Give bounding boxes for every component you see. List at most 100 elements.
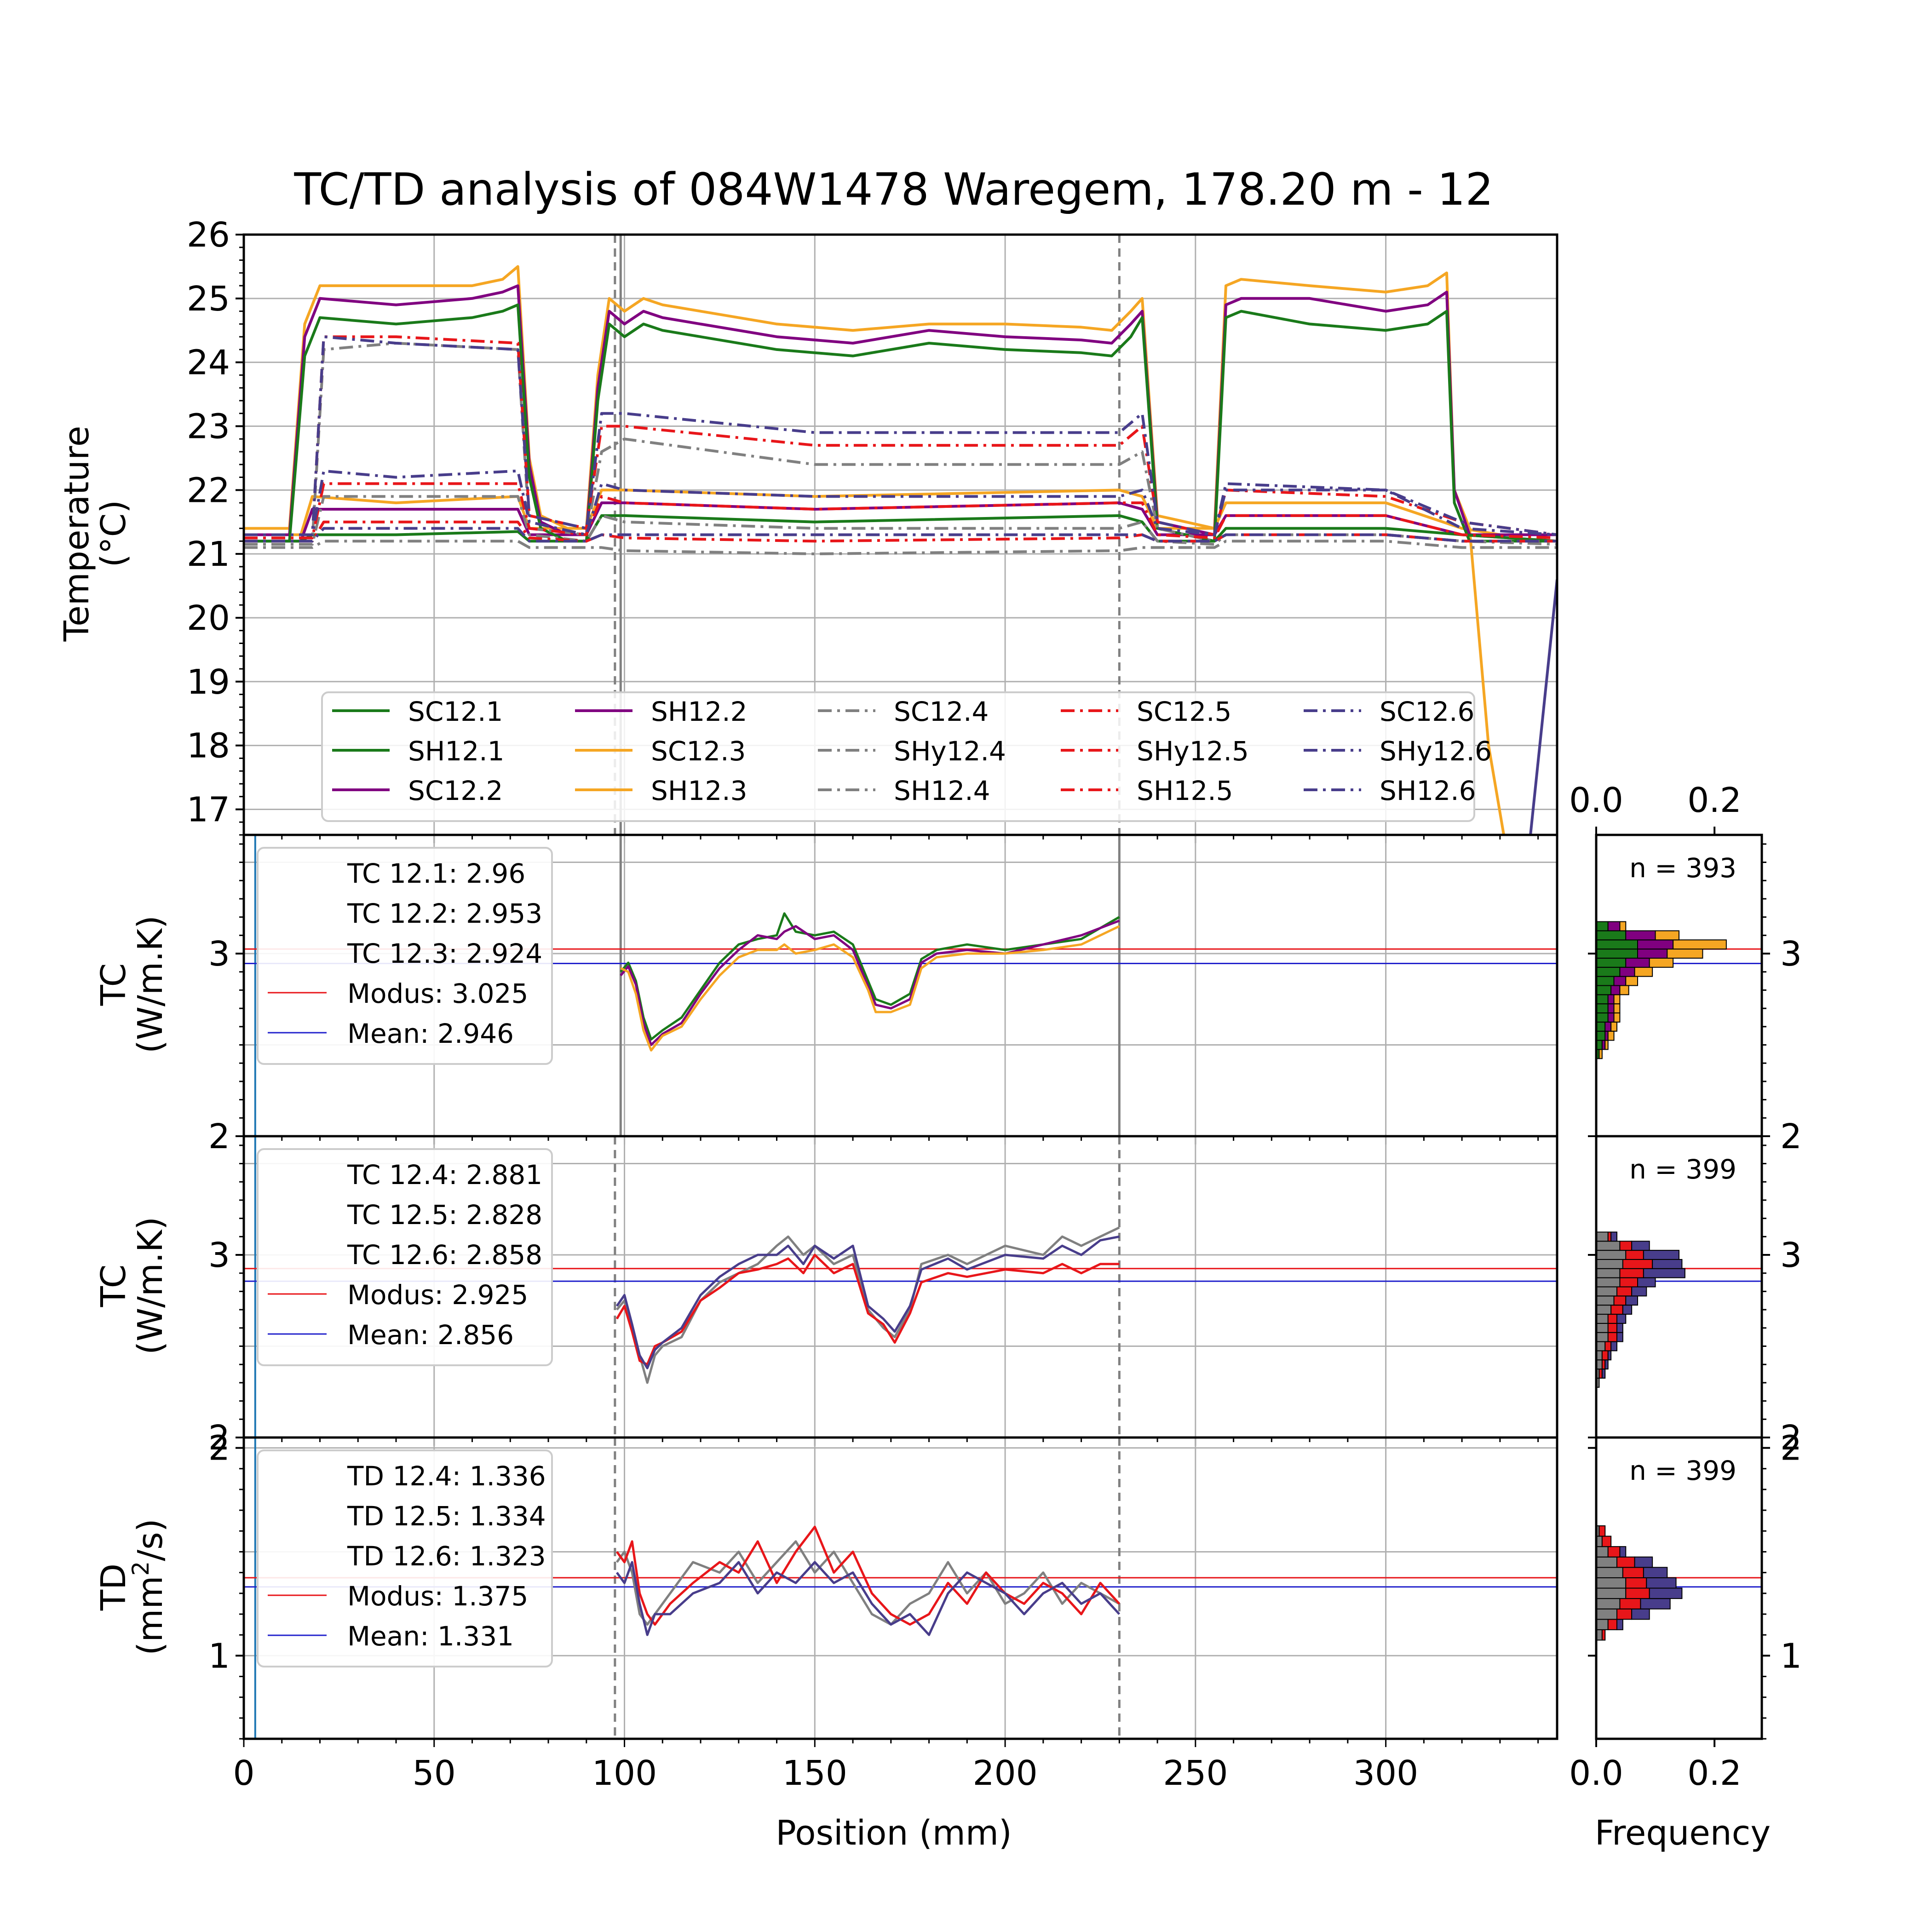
y-tick-label: 3 [1780,1236,1802,1275]
y-tick-label: 2 [1780,1117,1802,1156]
x-tick-label: 0 [233,1754,254,1793]
histogram-bar [1637,1277,1656,1288]
legend-label: SC12.1 [408,696,503,727]
histogram-bar [1601,1535,1612,1547]
series-line-sc12-6 [244,335,1557,536]
histogram-bar [1596,1021,1606,1032]
histogram-bar [1596,939,1638,950]
histogram-frame [1595,1436,1763,1740]
histogram-bar [1596,957,1627,968]
series-line-shy12-5 [244,482,1557,540]
histogram-bar [1619,921,1627,932]
histogram-bar [1622,1567,1644,1578]
histogram-bar [1610,985,1621,995]
histogram-bar [1596,1259,1623,1269]
legend-label: SC12.5 [1137,696,1231,727]
histogram-bar [1616,1286,1633,1297]
histogram-bar [1619,1277,1638,1288]
histogram-bar [1655,930,1680,941]
x-tick-label: 0.0 [1569,1754,1623,1793]
histogram-bar [1596,1567,1623,1578]
temperature-y-label-line1: Temperature [57,426,97,642]
histogram-bar [1616,1314,1627,1324]
legend-label: SHy12.6 [1380,736,1492,767]
histogram-bar [1596,921,1609,932]
y-ticks: 17 18 19 20 21 22 23 24 25 26 [187,215,1539,843]
histogram-bar [1643,1268,1685,1278]
histogram-bar [1596,1268,1621,1278]
legend-label: SC12.6 [1380,696,1474,727]
histogram-bar [1596,1250,1627,1260]
histogram-bar [1607,1546,1621,1558]
plot-area [244,235,1557,835]
histogram-bar [1610,1341,1617,1351]
tc-lower-y-label-line2: (W/m.K) [131,1217,170,1355]
histogram-bar [1607,1619,1618,1630]
histogram-bar [1616,1608,1633,1620]
histogram-bar [1613,1012,1621,1023]
y-tick-label: 2 [208,1418,230,1458]
histogram-x-axis-label: Frequency [1595,1813,1771,1853]
legend-box [257,1148,553,1366]
histogram-bar [1625,1587,1650,1599]
legend-label: Mean: 2.946 [347,1018,514,1049]
histogram-bar [1598,1525,1606,1537]
x-tick-label: 250 [1163,1754,1228,1793]
histogram-bar [1643,1250,1680,1260]
legend-label: SC12.3 [651,736,746,767]
temperature-legend: SC12.1 SH12.1 SC12.2 SH12.2 SC12.3 SH12.3 SC12… [321,691,1492,822]
histogram-bar [1596,1003,1609,1014]
histogram-bar [1604,1341,1612,1351]
histogram-bar [1619,1598,1641,1610]
legend-label: TC 12.5: 2.828 [347,1199,542,1230]
sample-count-label: n = 393 [1629,852,1736,884]
y-ticks: 12 [208,1429,1539,1747]
histogram-bar [1596,949,1638,959]
histogram-bar [1596,985,1612,995]
tc-histogram-lower: n = 399 2 3 [1588,1135,1802,1458]
series-line-sc12-1 [244,303,1557,543]
histogram-bar [1596,1546,1609,1558]
series-line-td-12-5 [615,1525,1121,1626]
series-line-sh12-1 [244,514,1557,543]
histogram-bar [1673,939,1727,950]
legend-label: Modus: 1.375 [347,1581,528,1612]
histogram-bar [1596,1030,1606,1041]
histogram-bar [1616,1332,1623,1342]
td-y-label-line2: (mm2/s) [127,1518,170,1655]
tc-panel-upper: 2 3 TC 12.1: 2.96 TC 12.2: 2.953 TC 12.3: 2.… [208,834,1558,1156]
histogram-bar [1596,1322,1609,1333]
histogram-bar [1596,1619,1609,1630]
legend-box [257,1449,553,1668]
series-line-tc-12-6 [615,1235,1120,1369]
histogram-bar [1646,1577,1677,1589]
y-tick-label: 2 [208,1429,230,1468]
legend-label: SH12.4 [894,775,990,806]
histogram-bar [1640,1598,1671,1610]
y-tick-label: 3 [208,934,230,974]
y-tick-label: 18 [187,726,230,766]
y-tick-label: 17 [187,790,230,829]
temperature-y-label-line2: (°C) [94,500,133,567]
y-tick-label: 23 [187,407,230,446]
histogram-bar [1601,1350,1609,1361]
histogram-bar [1601,1629,1606,1641]
histogram-bar [1596,1577,1627,1589]
plot-frame [242,1436,1558,1740]
tc-lower-y-axis-label: TC (W/m.K) [94,1217,170,1355]
stats-legend: TD 12.4: 1.336 TD 12.5: 1.334 TD 12.6: 1.3… [257,1449,553,1668]
histogram-bar [1596,976,1615,986]
histogram-bar [1619,966,1635,977]
y-tick-label: 1 [208,1636,230,1676]
histogram-bar [1634,1556,1653,1568]
series-line-sh12-6 [244,527,1557,543]
histogram-bar [1598,1049,1603,1059]
histogram-bar [1596,1277,1621,1288]
histogram-bar [1604,1359,1609,1370]
y-tick-label: 1 [1780,1636,1802,1676]
tc-lower-y-label-line1: TC [94,1265,133,1308]
histogram-bar [1649,1587,1683,1599]
legend-label: Mean: 2.856 [347,1319,514,1351]
histogram-bar [1607,921,1621,932]
